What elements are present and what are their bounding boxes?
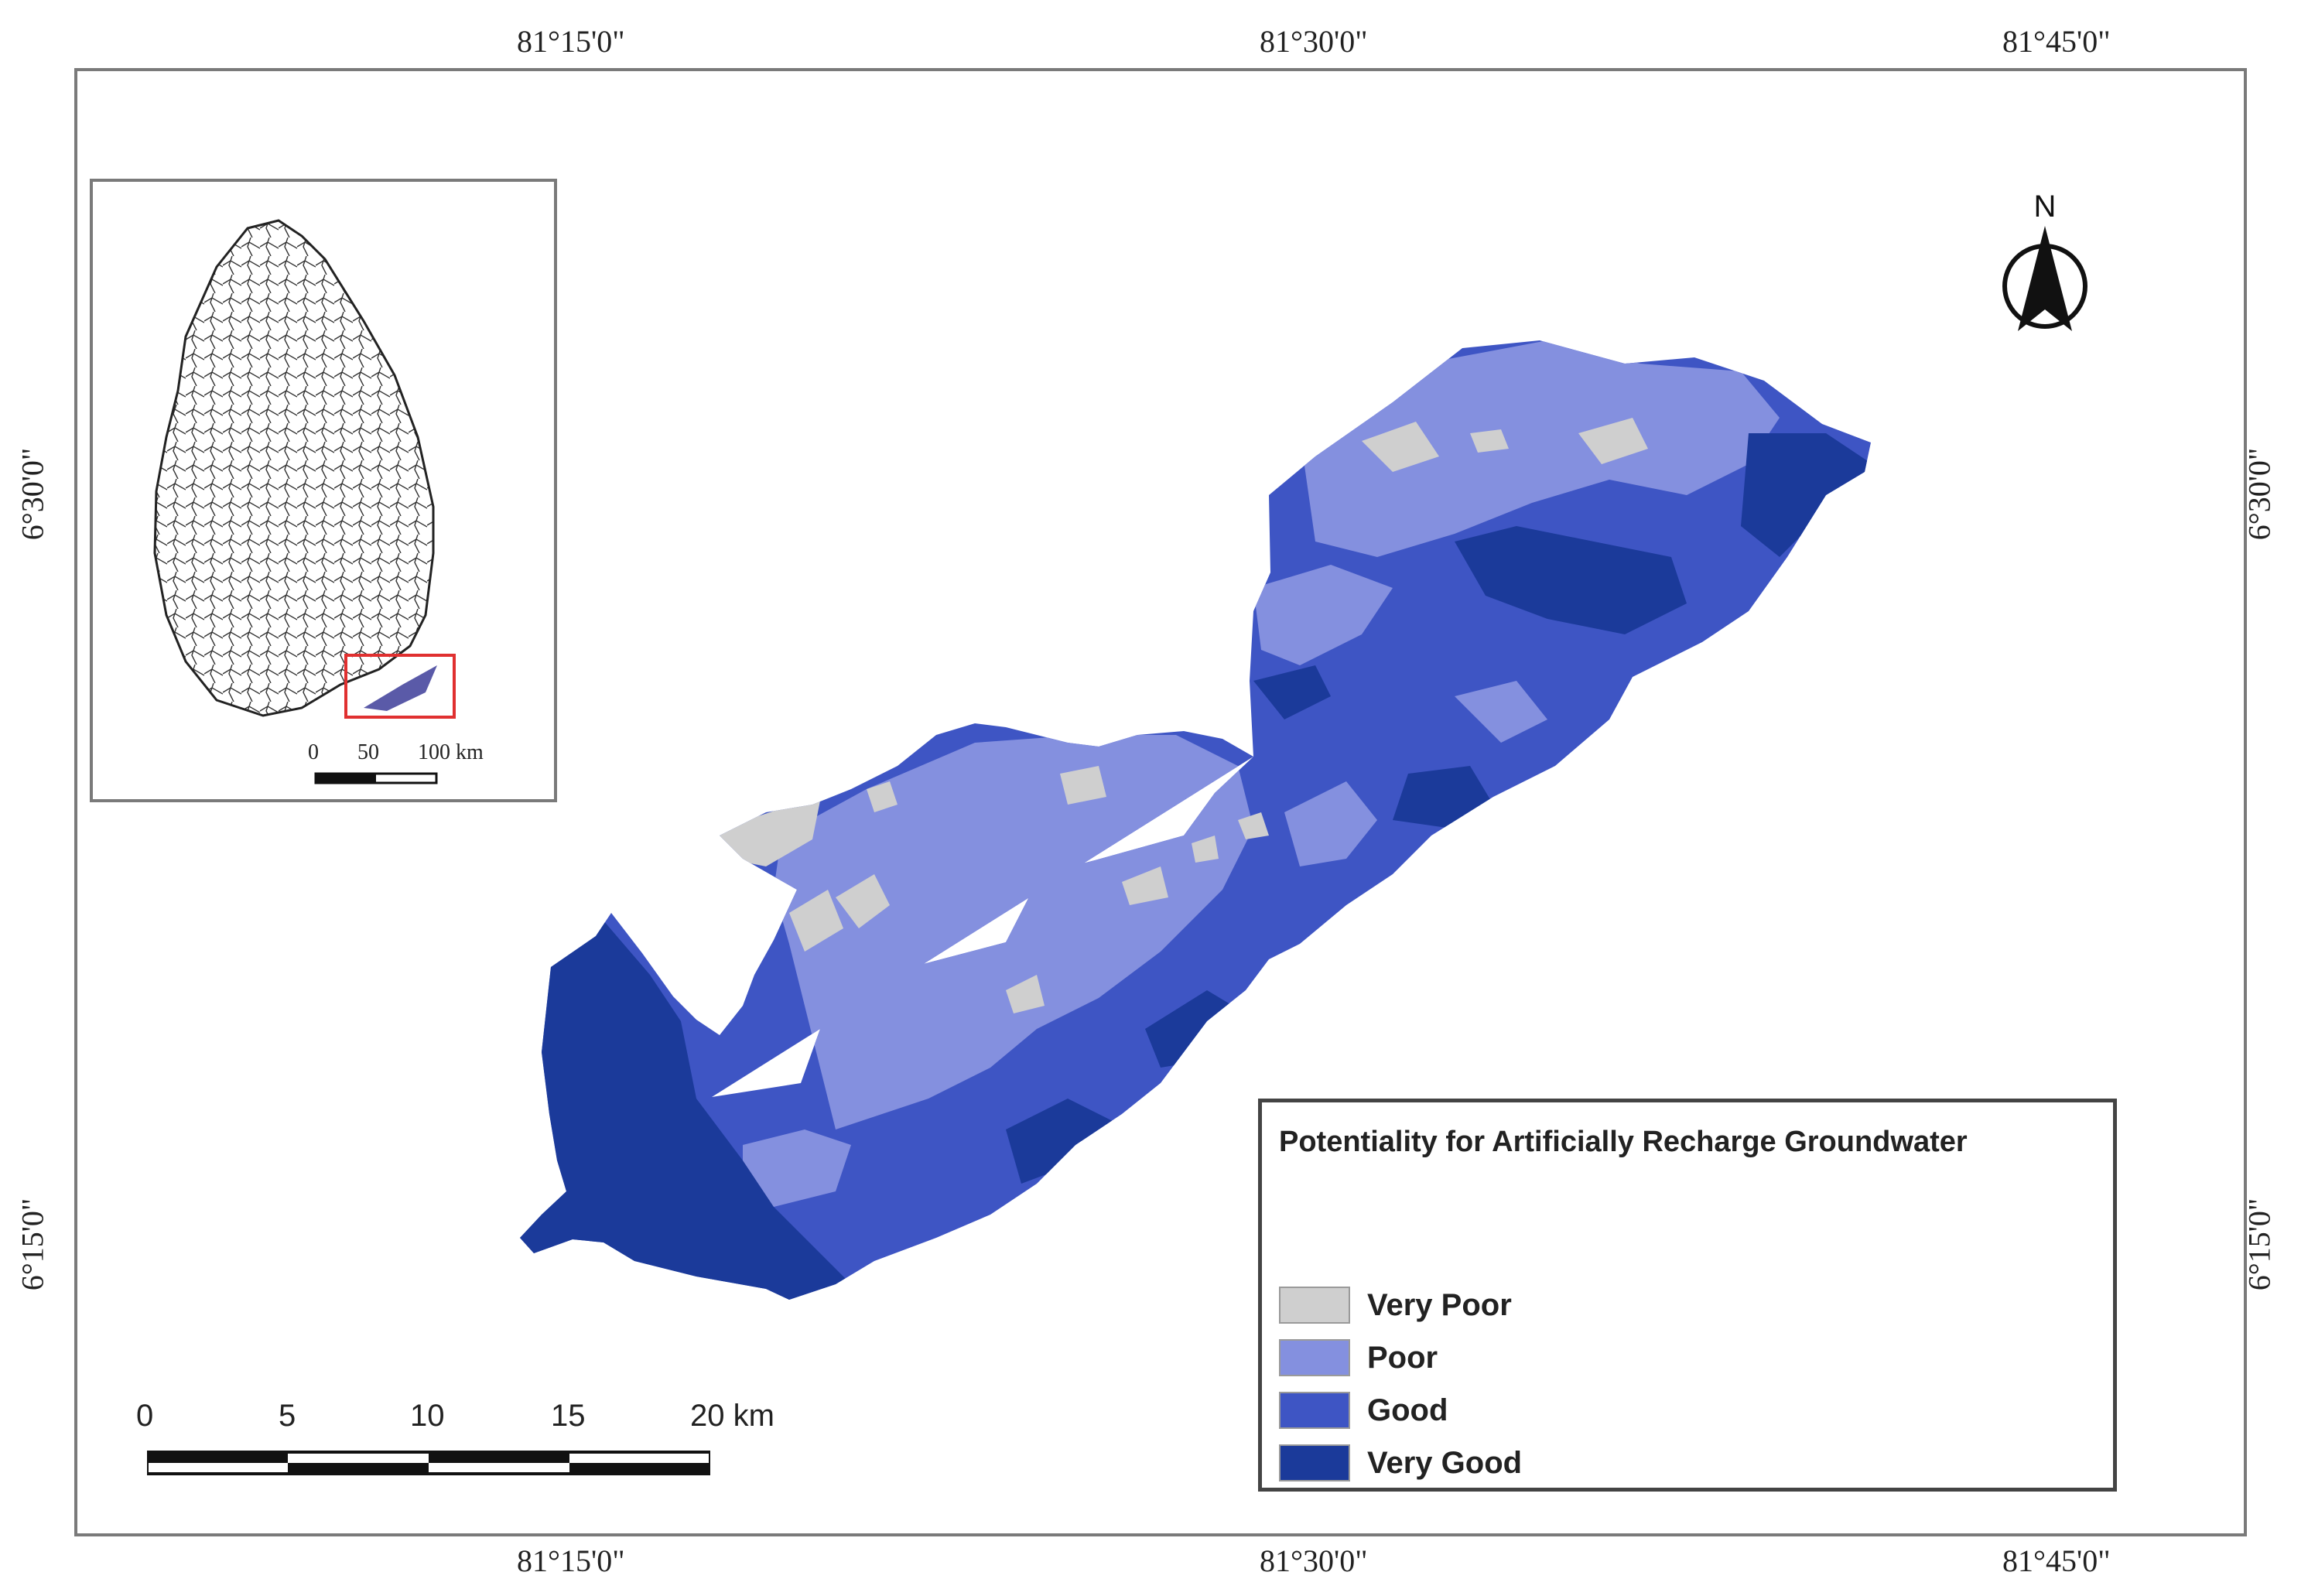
inset-map: 0 50 100 km — [90, 179, 557, 802]
legend-label-very-good: Very Good — [1367, 1445, 1523, 1480]
legend-swatch-very-good — [1279, 1444, 1350, 1482]
legend-label-good: Good — [1367, 1393, 1448, 1427]
scale-tick-0: 0 — [136, 1399, 154, 1433]
scale-bar-graphic — [145, 1451, 712, 1475]
legend-item-very-poor: Very Poor — [1279, 1285, 1512, 1325]
scale-tick-15: 15 — [551, 1399, 586, 1433]
bottom-coord-3: 81°45'0" — [2002, 1543, 2111, 1578]
scale-tick-5: 5 — [279, 1399, 296, 1433]
legend-swatch-good — [1279, 1392, 1350, 1429]
scale-bar — [145, 1451, 712, 1475]
legend-label-poor: Poor — [1367, 1340, 1438, 1375]
inset-highlight-box — [344, 654, 456, 719]
legend-item-good: Good — [1279, 1390, 1448, 1430]
class-very-good-zones — [520, 433, 1871, 1300]
inset-scale-100: 100 km — [418, 740, 484, 764]
legend-swatch-very-poor — [1279, 1287, 1350, 1324]
inset-scale-50: 50 — [357, 740, 379, 764]
north-label: N — [2034, 190, 2057, 224]
legend-label-very-poor: Very Poor — [1367, 1287, 1512, 1322]
legend-item-very-good: Very Good — [1279, 1443, 1522, 1483]
inset-country-outline — [153, 219, 456, 784]
scale-tick-20km: 20 km — [690, 1399, 774, 1433]
scale-tick-10: 10 — [410, 1399, 445, 1433]
north-arrow-icon: N — [2002, 190, 2087, 331]
inset-scale-0: 0 — [308, 740, 319, 764]
top-coord-3: 81°45'0" — [2002, 24, 2111, 59]
map-frame — [74, 68, 2247, 1536]
legend-item-poor: Poor — [1279, 1338, 1438, 1378]
bottom-coord-2: 81°30'0" — [1260, 1543, 1368, 1578]
legend-swatch-poor — [1279, 1339, 1350, 1376]
legend-title: Potentiality for Artificially Recharge G… — [1279, 1126, 1968, 1158]
class-very-poor-specks — [712, 418, 1648, 1013]
top-coord-1: 81°15'0" — [517, 24, 625, 59]
bottom-coord-1: 81°15'0" — [517, 1543, 625, 1578]
legend: Potentiality for Artificially Recharge G… — [1258, 1099, 2117, 1492]
top-coord-2: 81°30'0" — [1260, 24, 1368, 59]
